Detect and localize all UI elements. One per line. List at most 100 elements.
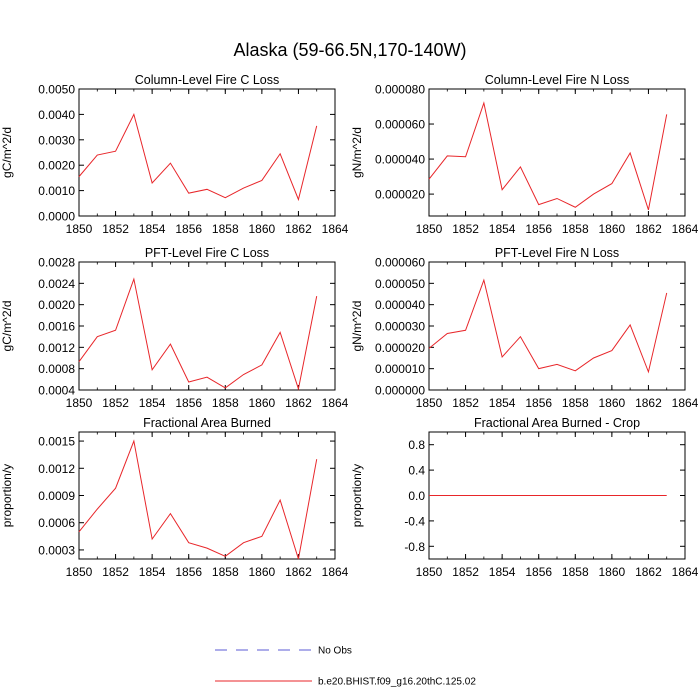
chart-5-ytick-label: 0.0012 bbox=[38, 462, 75, 476]
chart-3-xtick-label: 1862 bbox=[285, 396, 312, 410]
chart-2-xtick-label: 1854 bbox=[489, 222, 516, 236]
chart-3-ytick-label: 0.0016 bbox=[38, 320, 75, 334]
chart-5-ytick-label: 0.0003 bbox=[38, 543, 75, 557]
chart-3-xtick-label: 1860 bbox=[249, 396, 276, 410]
chart-4-xtick-label: 1854 bbox=[489, 396, 516, 410]
chart-1-xtick-label: 1860 bbox=[249, 222, 276, 236]
chart-6-title: Fractional Area Burned - Crop bbox=[474, 416, 640, 430]
chart-3-ytick-label: 0.0024 bbox=[38, 277, 75, 291]
chart-6-ylabel: proportion/y bbox=[350, 464, 364, 527]
chart-3-xtick-label: 1858 bbox=[212, 396, 239, 410]
chart-3-title: PFT-Level Fire C Loss bbox=[145, 246, 269, 260]
chart-5-xtick-label: 1860 bbox=[249, 565, 276, 579]
chart-5-xtick-label: 1858 bbox=[212, 565, 239, 579]
chart-2-xtick-label: 1862 bbox=[635, 222, 662, 236]
chart-4-ytick-label: 0.000020 bbox=[375, 341, 425, 355]
chart-6-ytick-label: 0.8 bbox=[408, 438, 425, 452]
chart-4-xtick-label: 1862 bbox=[635, 396, 662, 410]
chart-5-xtick-label: 1864 bbox=[322, 565, 349, 579]
chart-2-ylabel: gN/m^2/d bbox=[350, 127, 364, 178]
chart-4-xtick-label: 1850 bbox=[416, 396, 443, 410]
chart-1-xtick-label: 1864 bbox=[322, 222, 349, 236]
legend-label-model: b.e20.BHIST.f09_g16.20thC.125.02 bbox=[318, 677, 476, 688]
chart-1-xtick-label: 1856 bbox=[175, 222, 202, 236]
chart-6-xtick-label: 1860 bbox=[599, 565, 626, 579]
chart-5-ytick-label: 0.0009 bbox=[38, 489, 75, 503]
chart-4-ylabel: gN/m^2/d bbox=[350, 301, 364, 352]
chart-2-xtick-label: 1860 bbox=[599, 222, 626, 236]
chart-1-ytick-label: 0.0030 bbox=[38, 133, 75, 147]
chart-4-xtick-label: 1856 bbox=[525, 396, 552, 410]
chart-1-xtick-label: 1862 bbox=[285, 222, 312, 236]
chart-2: Column-Level Fire N Loss gN/m^2/d 1850 1852… bbox=[350, 73, 699, 236]
chart-1-series-line-1 bbox=[78, 112, 318, 202]
chart-1-ytick-label: 0.0040 bbox=[38, 108, 75, 122]
chart-3-xtick-label: 1856 bbox=[175, 396, 202, 410]
chart-2-xtick-label: 1856 bbox=[525, 222, 552, 236]
chart-1-frame bbox=[78, 88, 336, 217]
chart-3-xtick-label: 1852 bbox=[102, 396, 129, 410]
legend-label-no-obs: No Obs bbox=[318, 646, 352, 657]
chart-5-xtick-label: 1862 bbox=[285, 565, 312, 579]
chart-2-ytick-label: 0.000040 bbox=[375, 153, 425, 167]
chart-6-xtick-label: 1858 bbox=[562, 565, 589, 579]
chart-1-xtick-label: 1854 bbox=[139, 222, 166, 236]
chart-6-xtick-label: 1862 bbox=[635, 565, 662, 579]
chart-3-xtick-label: 1854 bbox=[139, 396, 166, 410]
chart-2-ytick-label: 0.000080 bbox=[375, 83, 425, 97]
chart-4-ytick-label: 0.000040 bbox=[375, 298, 425, 312]
chart-5-series-line-1 bbox=[78, 439, 318, 560]
chart-4-xtick-label: 1858 bbox=[562, 396, 589, 410]
chart-4-xtick-label: 1864 bbox=[672, 396, 699, 410]
chart-5-frame bbox=[78, 431, 336, 560]
chart-4-ytick-label: 0.000010 bbox=[375, 362, 425, 376]
chart-1-ytick-label: 0.0010 bbox=[38, 184, 75, 198]
chart-1-ytick-label: 0.0020 bbox=[38, 159, 75, 173]
chart-2-xtick-label: 1852 bbox=[452, 222, 479, 236]
chart-2-series-line-1 bbox=[428, 101, 668, 211]
chart-6-ytick-label: -0.4 bbox=[404, 514, 425, 528]
chart-5-ylabel: proportion/y bbox=[0, 464, 14, 527]
chart-3-ylabel: gC/m^2/d bbox=[0, 301, 14, 352]
chart-1-xtick-label: 1850 bbox=[66, 222, 93, 236]
chart-3-xtick-label: 1864 bbox=[322, 396, 349, 410]
chart-6-ytick-label: 0.0 bbox=[408, 489, 425, 503]
chart-5-xtick-label: 1856 bbox=[175, 565, 202, 579]
chart-4-series-line-1 bbox=[428, 278, 668, 374]
chart-3-ytick-label: 0.0004 bbox=[38, 384, 75, 398]
chart-4-xtick-label: 1860 bbox=[599, 396, 626, 410]
chart-5-xtick-label: 1850 bbox=[66, 565, 93, 579]
chart-5-xtick-label: 1854 bbox=[139, 565, 166, 579]
chart-3-ytick-label: 0.0008 bbox=[38, 362, 75, 376]
chart-4-ytick-label: 0.000000 bbox=[375, 384, 425, 398]
chart-3-ytick-label: 0.0012 bbox=[38, 341, 75, 355]
chart-6-xtick-label: 1856 bbox=[525, 565, 552, 579]
figure-title: Alaska (59-66.5N,170-140W) bbox=[233, 40, 466, 60]
chart-5-xtick-label: 1852 bbox=[102, 565, 129, 579]
chart-3-ytick-label: 0.0020 bbox=[38, 298, 75, 312]
chart-1-ytick-label: 0.0000 bbox=[38, 210, 75, 224]
chart-1-xtick-label: 1852 bbox=[102, 222, 129, 236]
chart-2-xtick-label: 1864 bbox=[672, 222, 699, 236]
chart-6-xtick-label: 1852 bbox=[452, 565, 479, 579]
chart-2-ytick-label: 0.000020 bbox=[375, 188, 425, 202]
chart-1-ytick-label: 0.0050 bbox=[38, 83, 75, 97]
chart-4-xtick-label: 1852 bbox=[452, 396, 479, 410]
chart-2-ytick-label: 0.000060 bbox=[375, 118, 425, 132]
chart-3-xtick-label: 1850 bbox=[66, 396, 93, 410]
chart-6: Fractional Area Burned - Crop proportion/… bbox=[350, 416, 699, 579]
chart-5-ytick-label: 0.0015 bbox=[38, 435, 75, 449]
chart-4-ytick-label: 0.000050 bbox=[375, 277, 425, 291]
legend: No Obs b.e20.BHIST.f09_g16.20thC.125.02 bbox=[215, 646, 476, 688]
chart-3: PFT-Level Fire C Loss gC/m^2/d 1850 1852 185… bbox=[0, 246, 349, 410]
chart-5: Fractional Area Burned proportion/y 1850 18… bbox=[0, 416, 349, 579]
chart-3-series-line-1 bbox=[78, 277, 318, 391]
chart-2-title: Column-Level Fire N Loss bbox=[485, 73, 630, 87]
chart-2-xtick-label: 1850 bbox=[416, 222, 443, 236]
chart-1-title: Column-Level Fire C Loss bbox=[135, 73, 280, 87]
chart-2-xtick-label: 1858 bbox=[562, 222, 589, 236]
chart-6-xtick-label: 1850 bbox=[416, 565, 443, 579]
chart-1: Column-Level Fire C Loss gC/m^2/d 1850 1852… bbox=[0, 73, 349, 236]
chart-4-ytick-label: 0.000030 bbox=[375, 320, 425, 334]
